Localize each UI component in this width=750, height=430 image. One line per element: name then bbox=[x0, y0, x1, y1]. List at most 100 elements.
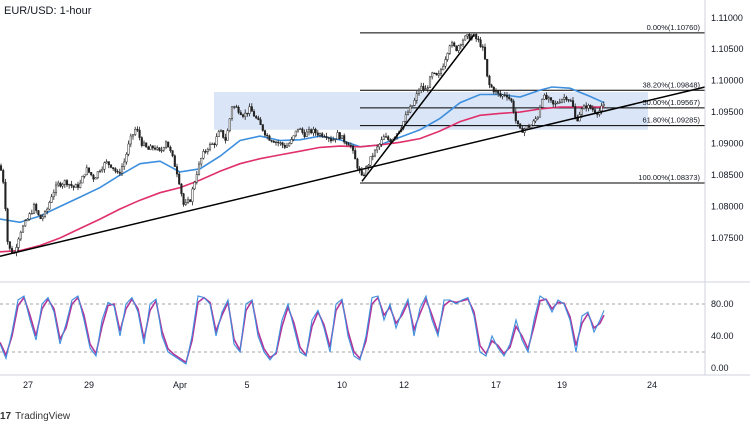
fib-level-label: 0.00%(1.10760) bbox=[647, 23, 701, 32]
candle-body bbox=[461, 39, 465, 45]
stochastic-tick-label: 40.00 bbox=[711, 331, 734, 341]
candle-body bbox=[246, 112, 249, 115]
candle-body bbox=[591, 108, 594, 111]
candle-body bbox=[442, 65, 445, 71]
candle-body bbox=[114, 168, 117, 172]
fibonacci-retracement: 0.00%(1.10760) 38.20%(1.09848) 50.00%(1.09… bbox=[360, 23, 705, 184]
candle-body bbox=[415, 93, 418, 101]
candle-body bbox=[567, 99, 570, 101]
candle-body bbox=[30, 212, 33, 215]
candle-body bbox=[248, 106, 251, 114]
candle-body bbox=[514, 111, 517, 122]
tradingview-logo-icon: 17 bbox=[0, 410, 12, 422]
candle-body bbox=[37, 210, 40, 216]
candle-body bbox=[138, 129, 141, 138]
candle-body bbox=[140, 137, 143, 146]
candle-body bbox=[530, 124, 533, 128]
y-tick-label: 1.08000 bbox=[711, 202, 744, 212]
candle-body bbox=[556, 102, 559, 104]
candle-body bbox=[17, 238, 20, 248]
candle-body bbox=[459, 44, 462, 46]
candle-body bbox=[413, 100, 416, 106]
trendlines bbox=[0, 34, 706, 257]
candle-body bbox=[356, 158, 359, 169]
candle-body bbox=[534, 118, 537, 122]
candle-body bbox=[296, 128, 300, 132]
candle-body bbox=[468, 34, 471, 40]
candle-body bbox=[206, 148, 209, 152]
candle-body bbox=[378, 143, 381, 148]
candle-body bbox=[24, 220, 27, 227]
candle-body bbox=[490, 84, 493, 88]
candle-body bbox=[362, 174, 366, 177]
candle-body bbox=[277, 141, 280, 144]
candle-body bbox=[301, 128, 304, 133]
candle-body bbox=[226, 130, 229, 141]
candle-body bbox=[98, 170, 102, 173]
candle-body bbox=[560, 99, 564, 103]
tradingview-watermark: 17 TradingView bbox=[0, 407, 70, 425]
candle-body bbox=[193, 181, 196, 190]
candle-body bbox=[215, 136, 218, 146]
candle-body bbox=[156, 147, 159, 150]
candle-body bbox=[327, 137, 330, 139]
candle-body bbox=[57, 182, 60, 186]
swing-trendline bbox=[361, 34, 475, 182]
candle-body bbox=[406, 111, 410, 116]
candle-body bbox=[334, 138, 337, 141]
candle-body bbox=[582, 105, 586, 110]
x-tick-label: Apr bbox=[173, 380, 187, 390]
stochastic-d-line bbox=[0, 295, 605, 364]
candle-body bbox=[376, 146, 379, 151]
candle-body bbox=[505, 94, 509, 98]
candle-body bbox=[411, 105, 414, 107]
candle-body bbox=[541, 98, 544, 108]
candle-body bbox=[371, 155, 374, 158]
candle-body bbox=[525, 125, 528, 130]
candle-body bbox=[92, 174, 95, 180]
candle-body bbox=[147, 146, 150, 150]
candle-body bbox=[519, 123, 522, 129]
candle-body bbox=[354, 150, 357, 160]
candle-body bbox=[464, 35, 467, 41]
candle-body bbox=[417, 90, 421, 94]
candle-body bbox=[8, 241, 11, 249]
y-tick-label: 1.07500 bbox=[711, 233, 744, 243]
candle-body bbox=[549, 97, 553, 101]
candle-body bbox=[120, 166, 124, 174]
candle-body bbox=[433, 72, 436, 74]
candle-body bbox=[101, 168, 104, 172]
candle-body bbox=[483, 46, 487, 60]
candle-body bbox=[481, 46, 484, 48]
candle-body bbox=[85, 167, 88, 176]
candle-body bbox=[448, 45, 451, 54]
candle-body bbox=[384, 136, 388, 138]
candle-body bbox=[266, 134, 269, 137]
candle-body bbox=[543, 94, 546, 100]
candle-body bbox=[565, 97, 568, 100]
candle-body bbox=[424, 88, 427, 90]
candle-body bbox=[347, 143, 350, 146]
candle-body bbox=[303, 132, 306, 137]
candle-body bbox=[94, 177, 97, 180]
candle-body bbox=[554, 103, 557, 105]
moving-average-line-pink bbox=[0, 106, 604, 253]
candle-body bbox=[202, 151, 205, 159]
candle-body bbox=[43, 211, 47, 217]
candle-body bbox=[527, 125, 531, 128]
candle-body bbox=[109, 164, 113, 168]
y-tick-label: 1.09000 bbox=[711, 139, 744, 149]
candle-body bbox=[222, 130, 225, 138]
candle-body bbox=[488, 75, 491, 86]
candle-body bbox=[195, 174, 198, 183]
candle-body bbox=[145, 142, 148, 148]
candle-body bbox=[167, 141, 170, 148]
candle-body bbox=[536, 116, 539, 120]
candle-body bbox=[21, 225, 25, 233]
candle-body bbox=[446, 53, 449, 60]
candle-body bbox=[497, 90, 500, 94]
candle-body bbox=[4, 181, 7, 210]
candle-body bbox=[307, 129, 311, 133]
candle-body bbox=[499, 93, 502, 97]
x-tick-label: 27 bbox=[23, 380, 33, 390]
